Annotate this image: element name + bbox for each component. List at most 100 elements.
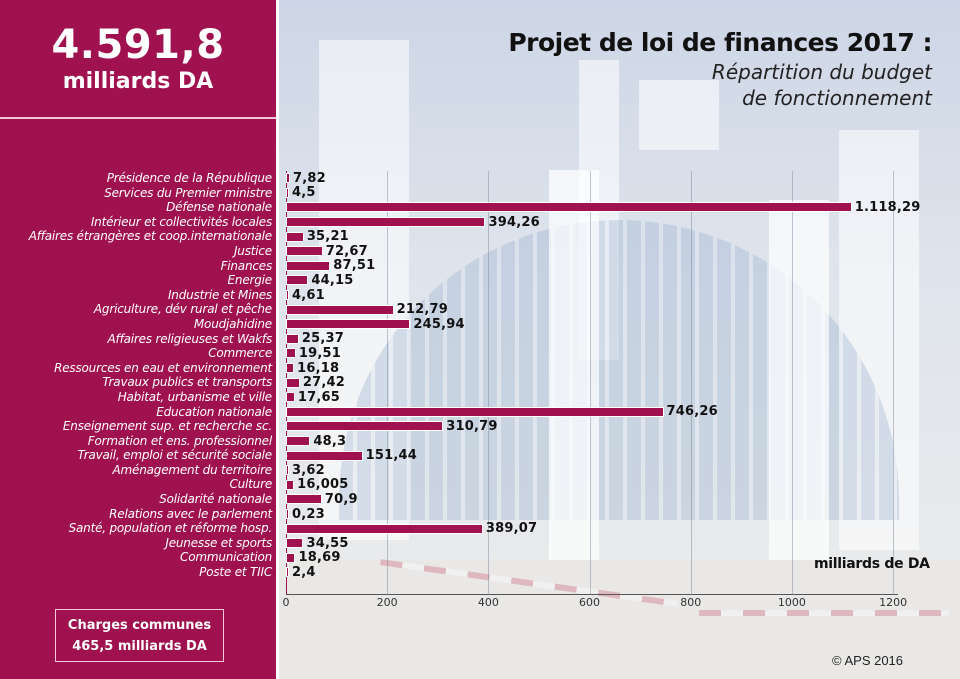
category-label: Aménagement du territoire — [112, 462, 273, 477]
x-tick-label: 800 — [680, 596, 702, 609]
total-unit: milliards DA — [62, 69, 214, 94]
bar-value-label: 746,26 — [666, 404, 718, 420]
bar — [286, 406, 664, 417]
bar-value-label: 151,44 — [365, 448, 417, 464]
bar — [286, 246, 323, 257]
bar-row: 1.118,29 — [286, 200, 921, 215]
bar — [286, 450, 363, 461]
bar — [286, 363, 295, 374]
bar — [286, 202, 852, 213]
category-label: Education nationale — [156, 404, 272, 419]
category-label: Affaires religieuses et Wakfs — [107, 331, 273, 346]
bar-value-label: 72,67 — [325, 243, 368, 259]
bar-row: 48,3 — [286, 434, 346, 449]
copyright: © APS 2016 — [832, 653, 904, 668]
bar-chart: 7,82 4,5 1.118,29 394,26 35,21 72,67 87,51 44,1… — [286, 171, 936, 595]
gridline — [387, 171, 389, 595]
category-label: Intérieur et collectivités locales — [90, 214, 272, 229]
bar-row: 4,5 — [286, 185, 316, 201]
bar-value-label: 1.118,29 — [854, 199, 921, 215]
category-label: Poste et TIIC — [199, 565, 272, 580]
bar-value-label: 2,4 — [292, 564, 316, 580]
bar-value-label: 245,94 — [413, 316, 465, 332]
bar — [286, 217, 486, 228]
category-label: Ressources en eau et environnement — [54, 360, 272, 375]
bar-row: 17,65 — [286, 390, 340, 405]
bar-row: 394,26 — [286, 215, 540, 230]
bar — [286, 260, 331, 271]
bar-value-label: 25,37 — [301, 331, 344, 347]
category-label: Moudjahidine — [193, 316, 272, 331]
x-tick-label: 0 — [282, 596, 290, 609]
bar-value-label: 16,18 — [297, 360, 340, 376]
x-axis — [286, 594, 898, 595]
bar-row: 389,07 — [286, 521, 537, 536]
bar-value-label: 48,3 — [313, 433, 347, 449]
bar-row: 7,82 — [286, 171, 326, 186]
bar-row: 2,4 — [286, 565, 316, 580]
category-label: Relations avec le parlement — [109, 506, 272, 521]
bar-row: 3,62 — [286, 463, 325, 478]
bar — [286, 392, 295, 403]
category-label: Santé, population et réforme hosp. — [68, 521, 273, 536]
category-label: Travaux publics et transports — [102, 375, 272, 390]
bar-row: 72,67 — [286, 244, 368, 259]
bar — [286, 567, 289, 578]
bar — [286, 319, 411, 330]
bar-row: 35,21 — [286, 229, 349, 244]
bar — [286, 465, 289, 476]
category-label: Habitat, urbanisme et ville — [117, 389, 273, 404]
category-label: Présidence de la République — [106, 171, 272, 185]
bar-value-label: 34,55 — [306, 535, 349, 551]
divider — [0, 117, 276, 119]
bar — [286, 523, 483, 534]
bar — [286, 231, 304, 242]
x-axis-unit-label: milliards de DA — [814, 556, 930, 572]
bar — [286, 348, 296, 359]
category-label: Travail, emploi et sécurité sociale — [77, 448, 273, 463]
chart-title-block: Projet de loi de finances 2017 : Réparti… — [508, 27, 932, 111]
background-photo — [279, 0, 960, 679]
category-label: Jeunesse et sports — [165, 535, 272, 550]
category-label: Energie — [227, 273, 273, 288]
bar — [286, 509, 289, 520]
category-label: Finances — [220, 258, 273, 273]
charges-title: Charges communes — [67, 618, 212, 633]
bar-value-label: 3,62 — [292, 462, 325, 478]
charges-communes-box: Charges communes 465,5 milliards DA — [55, 609, 224, 662]
x-tick-label: 600 — [579, 596, 601, 609]
bar-value-label: 16,005 — [297, 477, 349, 493]
charges-value: 465,5 milliards DA — [72, 639, 207, 654]
bar-value-label: 212,79 — [396, 302, 449, 318]
gridline — [893, 171, 895, 595]
category-label: Solidarité nationale — [159, 492, 272, 507]
bar-row: 0,23 — [286, 507, 325, 522]
gridline — [589, 171, 591, 595]
bar — [286, 436, 311, 447]
category-label: Formation et ens. professionnel — [87, 433, 272, 448]
bar-row: 25,37 — [286, 331, 344, 347]
category-label: Commerce — [208, 346, 272, 361]
bar-value-label: 394,26 — [488, 214, 540, 230]
bar-row: 212,79 — [286, 302, 448, 317]
gridline — [690, 171, 692, 595]
bar — [286, 494, 322, 505]
bar — [286, 275, 309, 286]
bar-row: 27,42 — [286, 375, 345, 390]
category-label: Industrie et Mines — [167, 287, 272, 302]
category-label: Justice — [233, 243, 272, 258]
bar-row: 4,61 — [286, 288, 325, 303]
bar-value-label: 4,5 — [292, 185, 316, 201]
category-label: Défense nationale — [166, 200, 272, 215]
left-panel: 4.591,8 milliards DA Présidence de la Ré… — [0, 0, 279, 679]
bar-row: 16,005 — [286, 477, 349, 493]
x-tick-label: 200 — [376, 596, 398, 609]
category-label: Agriculture, dév rural et pêche — [93, 302, 272, 317]
bar-row: 746,26 — [286, 404, 718, 420]
bar-value-label: 70,9 — [324, 491, 358, 507]
x-tick-label: 1200 — [879, 596, 908, 609]
bar-value-label: 4,61 — [292, 287, 325, 303]
bar-value-label: 7,82 — [292, 170, 326, 186]
category-label: Services du Premier ministre — [104, 185, 272, 200]
bar-value-label: 35,21 — [306, 229, 349, 245]
